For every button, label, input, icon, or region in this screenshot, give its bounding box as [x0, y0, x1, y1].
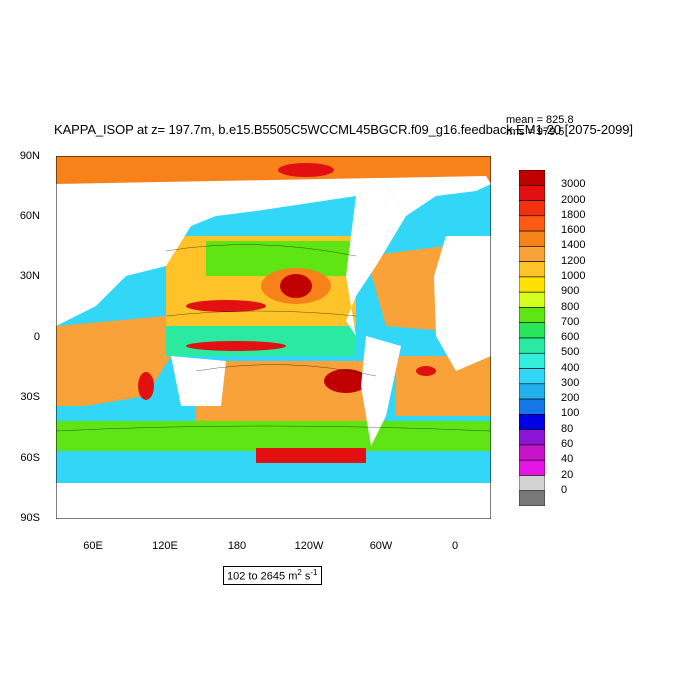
lon-label: 0 [451, 540, 459, 552]
colorbar-label: 500 [561, 346, 580, 359]
south-atlantic-region [396, 356, 491, 416]
lon-label: 180 [227, 540, 247, 552]
colorbar-box [519, 261, 545, 278]
colorbar-label: 80 [561, 422, 574, 435]
range-text: 102 to 2645 [227, 570, 286, 583]
contour-lines [56, 244, 491, 432]
colorbar-label: 1400 [561, 239, 586, 252]
colorbar-label: 300 [561, 376, 580, 389]
lat-label: 60N [19, 210, 40, 222]
map-title: KAPPA_ISOP at z= 197.7m, b.e15.B5505C5WC… [54, 122, 633, 137]
colorbar-label: 1800 [561, 208, 586, 221]
colorbar-label: 800 [561, 300, 580, 313]
colorbar-label: 0 [561, 483, 568, 496]
lat-label: 90S [20, 512, 40, 524]
mean-stat: mean = 825.8 [506, 114, 574, 126]
colorbar-label: 1200 [561, 254, 586, 267]
colorbar-box [519, 291, 545, 308]
colorbar-label: 20 [561, 468, 574, 481]
colorbar-label: 700 [561, 315, 580, 328]
colorbar [519, 170, 545, 506]
colorbar-box [519, 184, 545, 201]
lat-label: 0 [33, 331, 40, 343]
colorbar-label: 2000 [561, 193, 586, 206]
colorbar-box [519, 444, 545, 461]
ocean-map [56, 156, 491, 519]
colorbar-box [519, 368, 545, 385]
lat-label: 60S [20, 452, 40, 464]
north-pacific-band [206, 241, 351, 276]
colorbar-box [519, 383, 545, 400]
colorbar-box [519, 170, 545, 186]
colorbar-box [519, 398, 545, 415]
colorbar-box [519, 352, 545, 369]
colorbar-box [519, 307, 545, 324]
lon-label: 120W [294, 540, 324, 552]
pacific-max [280, 274, 312, 298]
southern-ocean-band [56, 421, 491, 451]
equatorial-max [186, 341, 286, 351]
indian-max [138, 372, 154, 400]
arctic-max [278, 163, 334, 177]
range-exp2: -1 [310, 568, 318, 577]
arctic-land [56, 176, 491, 216]
colorbar-label: 1600 [561, 224, 586, 237]
eurasia-land [56, 184, 386, 326]
colorbar-box [519, 429, 545, 446]
colorbar-box [519, 215, 545, 232]
colorbar-label: 3000 [561, 178, 586, 191]
lon-label: 60E [83, 540, 103, 552]
pacific-band-max [186, 300, 266, 312]
north-atlantic-region [366, 246, 446, 331]
south-pacific-max [324, 369, 368, 393]
south-america-land [361, 336, 401, 446]
africa-europe-land [434, 236, 491, 371]
colorbar-label: 600 [561, 331, 580, 343]
colorbar-box [519, 337, 545, 354]
range-exp: 2 [297, 568, 302, 577]
colorbar-box [519, 490, 545, 506]
atlantic-max [416, 366, 436, 376]
colorbar-label: 1000 [561, 269, 586, 282]
southern-ocean-max [256, 448, 366, 463]
colorbar-box [519, 459, 545, 476]
colorbar-label: 200 [561, 392, 580, 405]
north-america-land [346, 184, 406, 336]
data-range-box: 102 to 2645 m2 s-1 [223, 566, 322, 585]
colorbar-label: 100 [561, 407, 580, 420]
colorbar-box [519, 276, 545, 293]
range-unit: m [288, 570, 298, 583]
range-unit2: s [304, 570, 311, 583]
colorbar-box [519, 230, 545, 247]
colorbar-label: 400 [561, 361, 580, 374]
lat-label: 90N [19, 150, 40, 162]
colorbar-label: 60 [561, 437, 574, 450]
rms-stat: rms = 979.5 [506, 126, 565, 138]
antarctic-shelf [56, 463, 491, 483]
equatorial-band [166, 326, 356, 356]
lon-label: 120E [152, 540, 178, 552]
colorbar-label: 40 [561, 453, 574, 466]
lat-label: 30N [19, 270, 40, 282]
colorbar-box [519, 200, 545, 217]
colorbar-box [519, 322, 545, 339]
lon-label: 60W [369, 540, 393, 552]
colorbar-box [519, 246, 545, 262]
colorbar-label: 900 [561, 285, 580, 298]
lat-label: 30S [20, 391, 40, 403]
colorbar-box [519, 475, 545, 492]
colorbar-box [519, 414, 545, 430]
antarctica-land [56, 483, 491, 519]
